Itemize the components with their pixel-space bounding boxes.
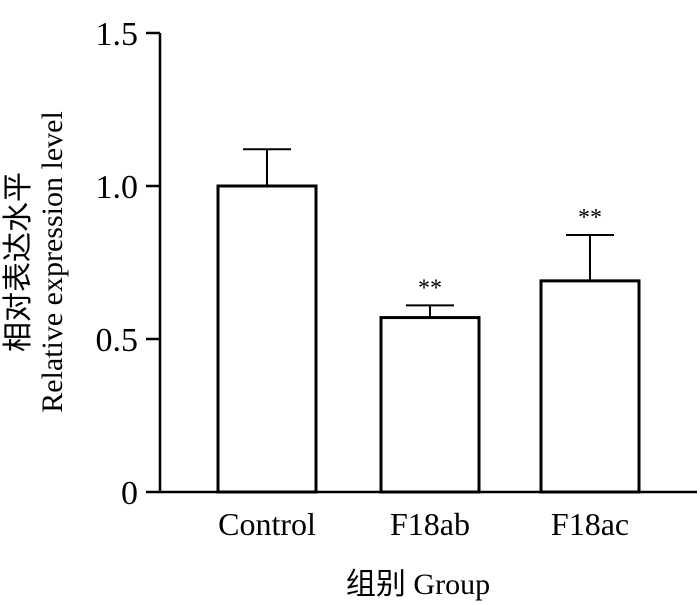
significance-label: ** [578,205,602,231]
y-axis-title-chinese: 相对表达水平 [2,172,35,352]
y-tick-label: 0 [121,475,138,512]
bar [216,184,318,494]
bars: ** ** [216,148,641,494]
x-tick-label: Control [218,506,316,542]
y-tick-label: 1.5 [96,16,139,53]
significance-label: ** [418,275,442,301]
x-axis-title: 组别 Group [346,568,490,601]
y-axis-title-group: 相对表达水平 Relative expression level [2,111,69,413]
y-tick-label: 0.5 [96,322,139,359]
x-tick-label: F18ac [551,506,629,542]
y-axis-title-english: Relative expression level [36,111,69,413]
bar [379,316,481,494]
x-tick-label: F18ab [390,506,470,542]
y-tick-label: 1.0 [96,169,139,206]
x-tick-labels: Control F18ab F18ac [218,506,629,542]
bar [539,279,641,494]
y-ticks: 0 0.5 1.0 1.5 [96,16,160,512]
